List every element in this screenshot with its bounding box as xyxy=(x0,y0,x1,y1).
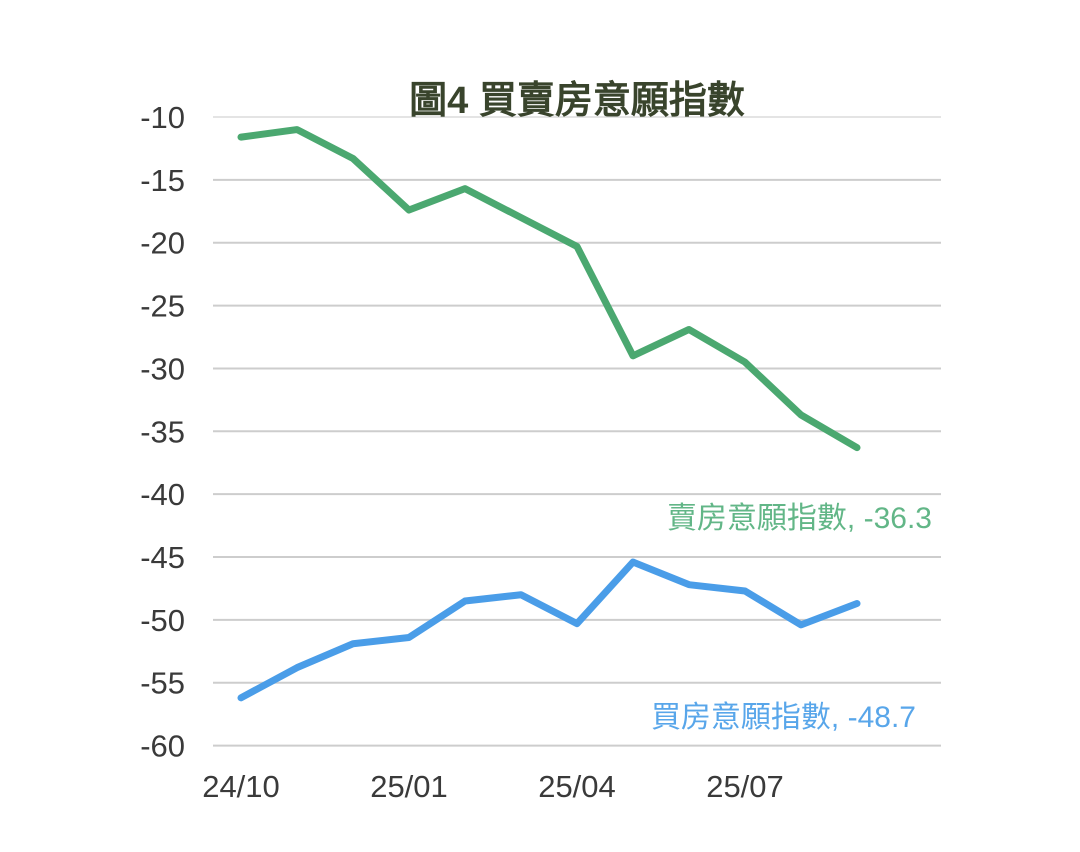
series-label-buy: 買房意願指數, -48.7 xyxy=(651,701,916,734)
series-label-sell: 賣房意願指數, -36.3 xyxy=(667,502,932,535)
y-axis-tick-label: -45 xyxy=(140,540,185,575)
y-axis-tick-label: -20 xyxy=(140,226,185,261)
x-axis-tick-label: 25/01 xyxy=(370,769,448,804)
y-axis-tick-label: -40 xyxy=(140,477,185,512)
chart-title: 圖4 買賣房意願指數 xyxy=(409,80,745,122)
y-axis-tick-label: -55 xyxy=(140,666,185,701)
axis-labels-layer: -10 -15 -20 -25 -30 -35 -40 -45 -50 -55 -60 24/10 25… xyxy=(140,100,784,804)
series-line-buy xyxy=(237,558,861,702)
y-axis-tick-label: -25 xyxy=(140,289,185,324)
y-axis-tick-label: -30 xyxy=(140,351,185,386)
y-axis-tick-label: -15 xyxy=(140,163,185,198)
x-axis-tick-label: 24/10 xyxy=(202,769,280,804)
y-axis-tick-label: -10 xyxy=(140,100,185,135)
series-layer xyxy=(237,126,861,702)
x-axis-tick-label: 25/04 xyxy=(538,769,616,804)
y-axis-tick-label: -60 xyxy=(140,729,185,764)
x-axis-tick-label: 25/07 xyxy=(706,769,784,804)
y-axis-tick-label: -50 xyxy=(140,603,185,638)
y-axis-tick-label: -35 xyxy=(140,414,185,449)
series-line-sell xyxy=(237,126,861,452)
